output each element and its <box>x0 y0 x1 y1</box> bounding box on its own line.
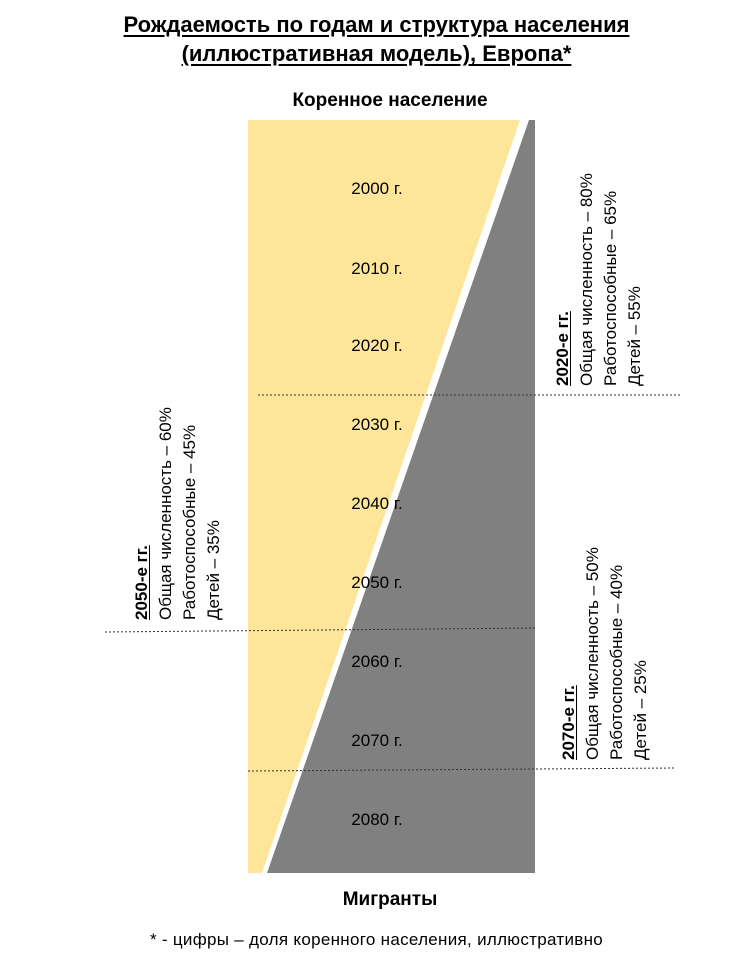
level-line-2070s <box>247 767 677 772</box>
footnote: * - цифры – доля коренного населения, ил… <box>149 930 604 949</box>
native-population-area <box>248 120 520 873</box>
year-label: 2030 г. <box>351 415 402 434</box>
annotation-workers: Работоспособные – 40% <box>607 564 626 760</box>
annotation-heading: 2050-е гг. <box>132 545 151 620</box>
annotation-children: Детей – 25% <box>631 660 650 760</box>
annotation-workers: Работоспособные – 65% <box>601 190 620 386</box>
annotation-2070s: 2070-е гг. Общая численность – 50% Работ… <box>557 547 653 760</box>
annotation-total: Общая численность – 80% <box>577 173 596 386</box>
migrants-area <box>267 120 535 873</box>
migrants-label: Мигранты <box>342 889 438 910</box>
annotation-children: Детей – 55% <box>625 286 644 386</box>
title-line-1: Рождаемость по годам и структура населен… <box>123 12 630 37</box>
annotation-heading: 2020-е гг. <box>553 311 572 386</box>
annotation-total: Общая численность – 50% <box>583 547 602 760</box>
chart-title: Рождаемость по годам и структура населен… <box>0 10 753 68</box>
year-label: 2050 г. <box>351 573 402 592</box>
year-label: 2000 г. <box>351 179 402 198</box>
annotation-2020s: 2020-е гг. Общая численность – 80% Работ… <box>551 173 647 386</box>
annotation-total: Общая численность – 60% <box>156 407 175 620</box>
year-label: 2010 г. <box>351 259 402 278</box>
year-label: 2080 г. <box>351 810 402 829</box>
year-label: 2040 г. <box>351 494 402 513</box>
title-line-2: (иллюстративная модель), Европа* <box>181 41 572 66</box>
annotation-children: Детей – 35% <box>204 520 223 620</box>
year-label: 2070 г. <box>351 731 402 750</box>
annotation-heading: 2070-е гг. <box>559 685 578 760</box>
year-label: 2020 г. <box>351 336 402 355</box>
annotation-workers: Работоспособные – 45% <box>180 424 199 620</box>
annotation-2050s: 2050-е гг. Общая численность – 60% Работ… <box>130 407 226 620</box>
native-population-label: Коренное население <box>292 90 488 111</box>
year-label: 2060 г. <box>351 652 402 671</box>
